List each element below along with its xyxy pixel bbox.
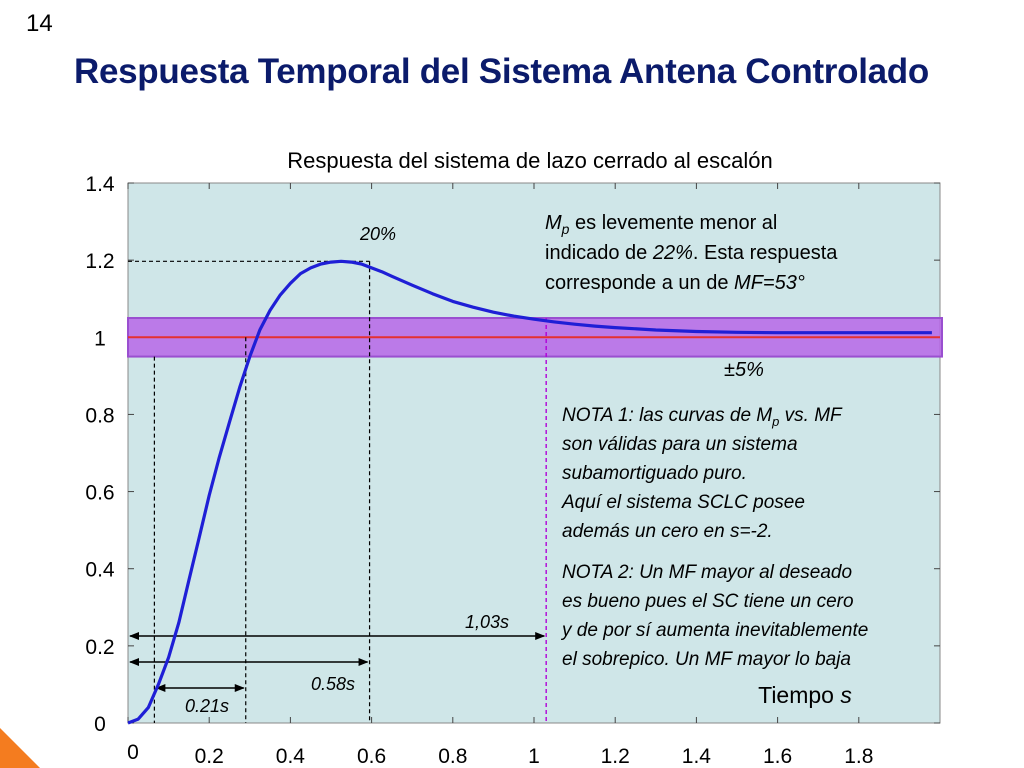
y-tick-label: 0 — [94, 713, 106, 736]
svg-text:Aquí el sistema SCLC posee: Aquí el sistema SCLC posee — [561, 492, 805, 513]
svg-text:y de por sí aumenta inevitable: y de por sí aumenta inevitablemente — [560, 620, 868, 641]
svg-text:es bueno pues el SC tiene un c: es bueno pues el SC tiene un cero — [562, 591, 854, 612]
plot-area — [127, 182, 941, 724]
rise-time-label: 0.21s — [185, 696, 229, 716]
svg-text:son válidas para un sistema: son válidas para un sistema — [562, 434, 798, 455]
svg-text:el sobrepico. Un MF mayor lo b: el sobrepico. Un MF mayor lo baja — [562, 649, 851, 670]
x-tick-label: 0.8 — [438, 745, 467, 768]
band-label: ±5% — [724, 359, 764, 381]
response-curve-layer — [127, 259, 932, 725]
y-tick-label: 0.8 — [85, 404, 114, 427]
svg-text:además un cero en s=-2.: además un cero en s=-2. — [562, 521, 773, 542]
mp-note: Mp es levemente menor al indicado de 22%… — [545, 212, 838, 294]
slide-title: Respuesta Temporal del Sistema Antena Co… — [74, 52, 929, 91]
tick-labels: 0 0.2 0.4 0.6 0.8 1 1.2 1.4 0 0.2 0.4 0.6 0.8 1 1.2 1.4… — [85, 173, 873, 768]
y-tick-label: 0.4 — [85, 559, 115, 582]
overshoot-label: 20% — [359, 224, 396, 244]
x-tick-label: 0.6 — [357, 745, 386, 768]
tolerance-band-layer — [127, 317, 943, 358]
x-tick-label: 1.8 — [844, 745, 873, 768]
guide-lines — [128, 260, 547, 723]
svg-text:corresponde a un de MF=53°: corresponde a un de MF=53° — [545, 272, 805, 294]
note-2: NOTA 2: Un MF mayor al deseado es bueno … — [560, 562, 868, 670]
x-tick-label: 0.4 — [276, 745, 306, 768]
y-tick-label: 1.2 — [85, 250, 114, 273]
x-tick-label: 0 — [127, 741, 139, 764]
svg-text:Mp es levemente menor al: Mp es levemente menor al — [545, 212, 777, 237]
slide-number: 14 — [26, 10, 53, 37]
svg-text:NOTA 1: las curvas de Mp vs. M: NOTA 1: las curvas de Mp vs. MF — [562, 405, 843, 429]
x-tick-label: 1.2 — [601, 745, 630, 768]
y-tick-label: 0.2 — [85, 636, 114, 659]
svg-text:NOTA 2: Un MF mayor al deseado: NOTA 2: Un MF mayor al deseado — [562, 562, 852, 583]
x-tick-label: 1 — [528, 745, 540, 768]
y-tick-label: 1.4 — [85, 173, 115, 196]
peak-time-label: 0.58s — [311, 674, 355, 694]
note-1: NOTA 1: las curvas de Mp vs. MF son váli… — [561, 405, 843, 542]
response-curve — [127, 259, 932, 725]
corner-decoration — [0, 728, 40, 768]
x-axis-label: Tiempo s — [758, 682, 852, 708]
y-tick-label: 1 — [94, 327, 106, 350]
x-tick-label: 1.4 — [682, 745, 712, 768]
y-tick-label: 0.6 — [85, 482, 114, 505]
x-tick-label: 1.6 — [763, 745, 792, 768]
chart-title: Respuesta del sistema de lazo cerrado al… — [287, 148, 773, 173]
svg-text:indicado de 22%. Esta respuest: indicado de 22%. Esta respuesta — [545, 242, 838, 264]
svg-text:subamortiguado puro.: subamortiguado puro. — [562, 463, 747, 484]
settling-time-label: 1,03s — [465, 612, 509, 632]
x-tick-label: 0.2 — [195, 745, 224, 768]
